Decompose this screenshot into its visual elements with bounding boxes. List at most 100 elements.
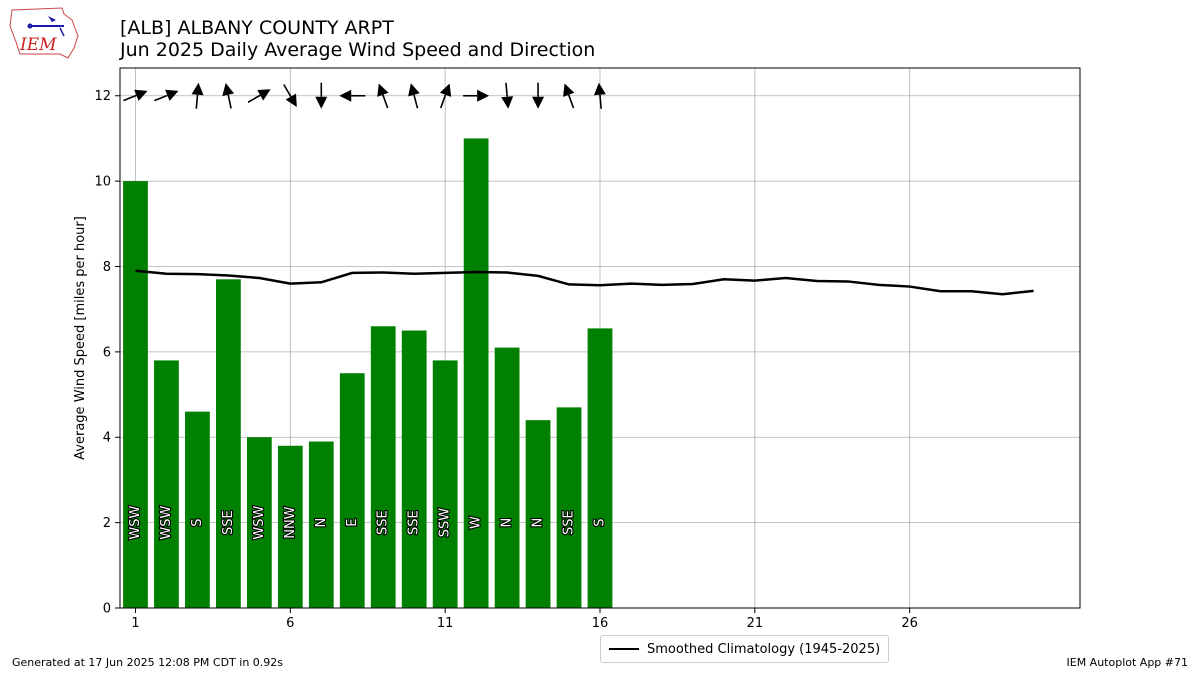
wind-arrow — [283, 84, 297, 108]
direction-label: S — [190, 518, 205, 526]
bar — [185, 411, 210, 608]
bar — [587, 328, 613, 608]
direction-label: N — [531, 518, 546, 528]
arrow-shaft — [227, 94, 232, 109]
arrow-head — [408, 83, 420, 97]
svg-text:IEM: IEM — [19, 35, 57, 55]
direction-label: SSE — [221, 510, 236, 535]
arrow-head — [593, 82, 606, 96]
direction-label: E — [345, 519, 360, 527]
generated-footer: Generated at 17 Jun 2025 12:08 PM CDT in… — [12, 656, 284, 669]
wind-arrow — [439, 83, 452, 109]
direction-label: SSW — [438, 508, 453, 538]
arrow-shaft — [283, 84, 292, 98]
x-tick-label: 1 — [131, 616, 139, 631]
x-tick-label: 16 — [592, 616, 609, 631]
x-tick-label: 26 — [901, 616, 918, 631]
arrow-shaft — [413, 94, 419, 109]
wind-arrow — [222, 83, 235, 109]
bar — [370, 326, 396, 608]
direction-label: N — [500, 518, 515, 528]
bar — [246, 437, 272, 608]
wind-arrow — [532, 82, 545, 109]
direction-labels: WSW WSW S SSE WSW NNW N E SSE SSE SSW W N N SSE S — [127, 504, 609, 540]
wind-arrow — [463, 89, 490, 102]
arrow-head — [134, 89, 148, 101]
wind-arrows — [123, 82, 606, 109]
arrow-head — [439, 83, 452, 97]
direction-label: NNW — [283, 506, 298, 538]
wind-arrow — [563, 83, 575, 109]
climatology-line — [135, 269, 1034, 296]
gridlines — [120, 68, 1080, 609]
wind-arrow — [408, 83, 420, 109]
arrow-head — [532, 96, 545, 109]
x-tick-label: 11 — [437, 616, 454, 631]
arrow-head — [315, 96, 328, 109]
arrow-head — [563, 83, 575, 97]
chart-title: [ALB] ALBANY COUNTY ARPT — [120, 17, 394, 39]
y-tick-label: 12 — [94, 89, 111, 104]
bar — [463, 138, 489, 608]
arrow-head — [191, 82, 204, 96]
bars — [123, 138, 613, 608]
direction-label: WSW — [128, 506, 143, 540]
legend-label: Smoothed Climatology (1945-2025) — [647, 641, 881, 657]
y-tick-label: 0 — [103, 602, 111, 617]
chart-subtitle: Jun 2025 Daily Average Wind Speed and Di… — [120, 39, 596, 61]
arrow-head — [257, 89, 271, 101]
plot-frame — [119, 67, 1081, 609]
arrow-head — [477, 89, 490, 102]
y-tick-label: 8 — [103, 260, 111, 275]
bar — [556, 407, 582, 608]
arrow-shaft — [439, 94, 447, 109]
bar — [525, 420, 551, 608]
y-tick-label: 6 — [103, 345, 111, 360]
bar — [123, 181, 148, 608]
bar — [154, 360, 179, 608]
arrow-shaft — [599, 94, 602, 109]
bar — [277, 445, 303, 608]
wind-arrow — [593, 82, 606, 109]
bar — [432, 360, 458, 608]
arrow-head — [285, 93, 297, 108]
arrow-shaft — [154, 94, 168, 102]
wind-arrow — [123, 89, 148, 102]
iem-logo: IEM — [9, 7, 79, 59]
direction-label: WSW — [252, 506, 267, 540]
arrow-head — [222, 83, 235, 97]
x-tick-label: 21 — [747, 616, 764, 631]
y-axis-label: Average Wind Speed [miles per hour] — [73, 216, 88, 460]
direction-label: N — [314, 518, 329, 528]
app-footer: IEM Autoplot App #71 — [1066, 656, 1189, 669]
direction-label: SSE — [376, 510, 391, 535]
direction-label: S — [593, 518, 608, 526]
arrow-shaft — [123, 94, 137, 102]
bar — [339, 373, 365, 608]
arrow-shaft — [382, 94, 389, 109]
direction-label: SSE — [562, 510, 577, 535]
arrow-shaft — [505, 82, 508, 97]
y-tick-label: 10 — [94, 175, 111, 190]
wind-arrow — [339, 89, 366, 102]
arrow-shaft — [567, 94, 575, 109]
bar — [494, 347, 520, 608]
wind-arrow — [315, 82, 328, 109]
bar — [216, 279, 241, 608]
arrow-head — [339, 89, 352, 102]
direction-label: SSE — [407, 510, 422, 535]
arrow-head — [377, 83, 389, 97]
arrow-shaft — [195, 94, 199, 109]
y-tick-label: 4 — [103, 431, 111, 446]
direction-label: W — [469, 516, 484, 529]
direction-label: WSW — [159, 506, 174, 540]
legend-line-swatch — [609, 648, 639, 650]
wind-arrow — [191, 82, 204, 109]
bar — [308, 441, 334, 608]
wind-arrow — [154, 89, 179, 102]
arrow-shaft — [247, 94, 261, 103]
wind-arrow — [501, 82, 514, 109]
y-tick-label: 2 — [103, 516, 111, 531]
